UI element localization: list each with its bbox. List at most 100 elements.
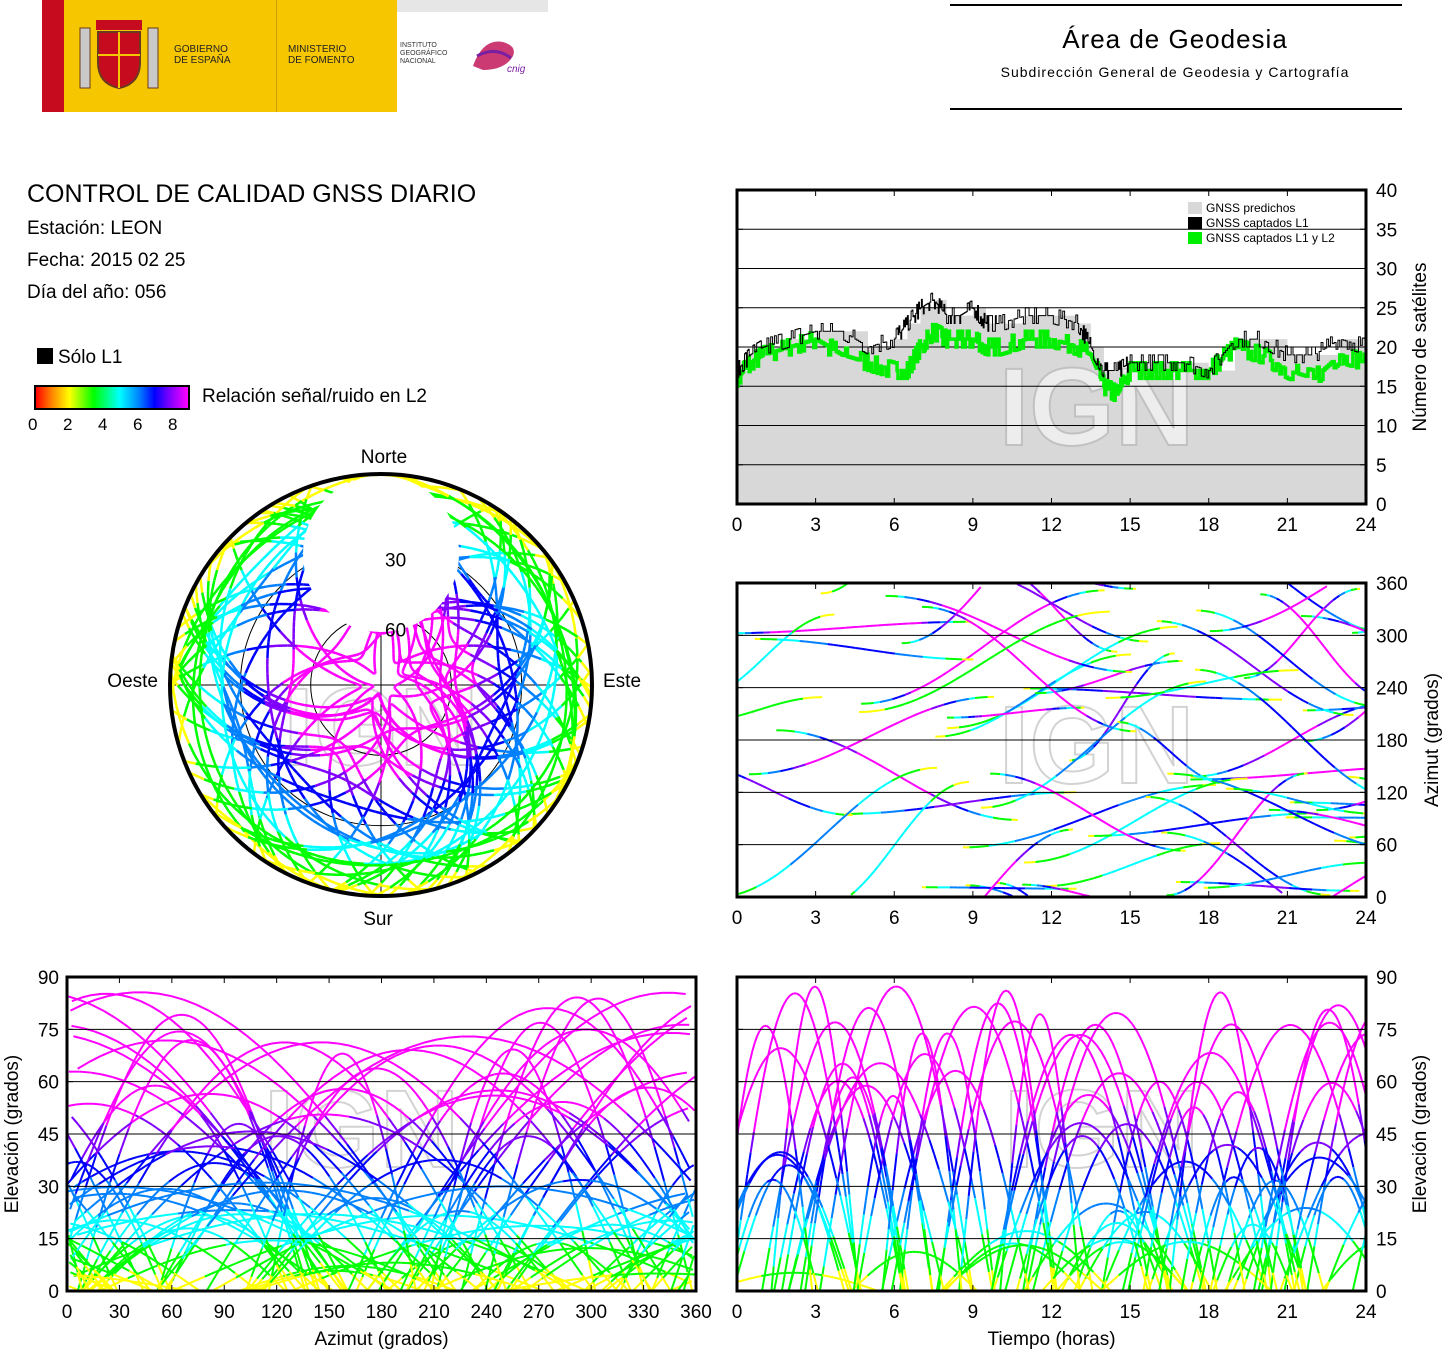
sky-track xyxy=(458,831,467,845)
sky-track xyxy=(465,758,469,769)
sky-track xyxy=(215,558,222,571)
sky-track xyxy=(408,733,413,737)
sky-track xyxy=(557,715,564,726)
sky-track xyxy=(474,828,485,840)
sky-track xyxy=(430,654,435,660)
sky-track xyxy=(421,768,431,776)
chart-skyplot: IGN3060NorteSurEsteOeste xyxy=(107,447,641,930)
sky-track xyxy=(415,634,419,639)
sky-track xyxy=(384,854,398,865)
sky-track xyxy=(452,621,458,627)
sky-track xyxy=(415,779,421,791)
sky-track xyxy=(485,661,492,667)
sky-track xyxy=(349,680,354,684)
sky-track xyxy=(525,754,532,763)
sky-track xyxy=(299,591,307,599)
sky-track xyxy=(491,512,505,522)
sky-track xyxy=(262,797,268,809)
sky-track xyxy=(287,806,300,811)
sky-track xyxy=(314,780,327,788)
sky-track xyxy=(336,641,341,646)
sky-track xyxy=(411,480,422,487)
sky-track xyxy=(402,712,408,718)
az-track xyxy=(1197,838,1204,843)
az-track xyxy=(1030,590,1037,595)
sky-track xyxy=(540,687,549,695)
sky-track xyxy=(357,687,361,691)
sky-track xyxy=(283,560,291,566)
sky-track xyxy=(543,630,552,639)
az-track xyxy=(988,716,995,722)
sky-track xyxy=(372,672,375,675)
sky-track xyxy=(223,725,228,737)
sky-track xyxy=(185,636,197,647)
sky-track xyxy=(431,825,439,834)
sky-track xyxy=(466,811,470,821)
sky-track xyxy=(246,762,250,768)
sky-track xyxy=(371,749,377,753)
az-track xyxy=(1053,826,1061,831)
sky-track xyxy=(253,521,265,530)
az-track xyxy=(939,804,947,808)
sky-track xyxy=(493,748,499,757)
sky-track xyxy=(303,870,316,875)
sky-track xyxy=(267,634,271,643)
sky-track xyxy=(246,552,253,559)
sky-track xyxy=(372,724,377,731)
sky-track xyxy=(262,849,275,860)
sky-track xyxy=(561,726,566,737)
sky-track xyxy=(527,614,531,623)
sky-track xyxy=(333,644,339,649)
az-track xyxy=(1413,801,1417,804)
sky-track xyxy=(496,755,503,765)
sky-track xyxy=(370,736,376,742)
sky-track xyxy=(325,872,337,877)
sky-track xyxy=(325,802,332,809)
sky-track xyxy=(397,862,409,869)
sky-track xyxy=(461,779,467,791)
az-track xyxy=(1155,796,1161,800)
az-track xyxy=(1138,675,1144,681)
sky-track xyxy=(288,757,299,763)
sky-track xyxy=(368,687,372,691)
series-predicted-area xyxy=(737,299,1366,504)
az-track xyxy=(1289,773,1296,776)
az-track xyxy=(1058,606,1065,612)
az-track xyxy=(1187,808,1194,813)
sky-track xyxy=(347,656,354,662)
sky-track xyxy=(231,604,242,612)
sky-track xyxy=(470,530,478,538)
az-track xyxy=(1197,814,1204,819)
sky-track xyxy=(515,629,521,635)
sky-track xyxy=(340,762,344,767)
sky-track xyxy=(359,692,365,698)
sky-track xyxy=(424,846,436,859)
sky-track xyxy=(449,716,456,721)
y-tick-label: 0 xyxy=(1376,495,1387,516)
sky-track xyxy=(259,525,269,535)
az-track xyxy=(1169,652,1173,656)
az-track xyxy=(1165,850,1171,854)
sky-track xyxy=(235,749,244,757)
sky-track xyxy=(233,714,238,720)
sky-track xyxy=(440,694,445,700)
az-track xyxy=(1323,608,1332,615)
sky-track xyxy=(503,573,508,582)
sky-track xyxy=(430,663,435,668)
az-track xyxy=(958,725,965,729)
sky-track xyxy=(509,556,519,566)
sky-track xyxy=(400,861,409,866)
sky-track xyxy=(423,743,433,748)
sky-track xyxy=(232,678,244,689)
sky-track xyxy=(317,792,325,797)
sky-track xyxy=(220,633,226,639)
x-tick-label: 6 xyxy=(889,515,900,536)
sky-track xyxy=(328,736,333,740)
sky-track xyxy=(317,734,322,738)
sky-track xyxy=(173,671,178,679)
sky-track xyxy=(394,684,397,687)
sky-track xyxy=(186,682,198,697)
sky-track xyxy=(544,642,555,652)
sky-track xyxy=(251,790,256,796)
sky-track xyxy=(191,678,201,688)
